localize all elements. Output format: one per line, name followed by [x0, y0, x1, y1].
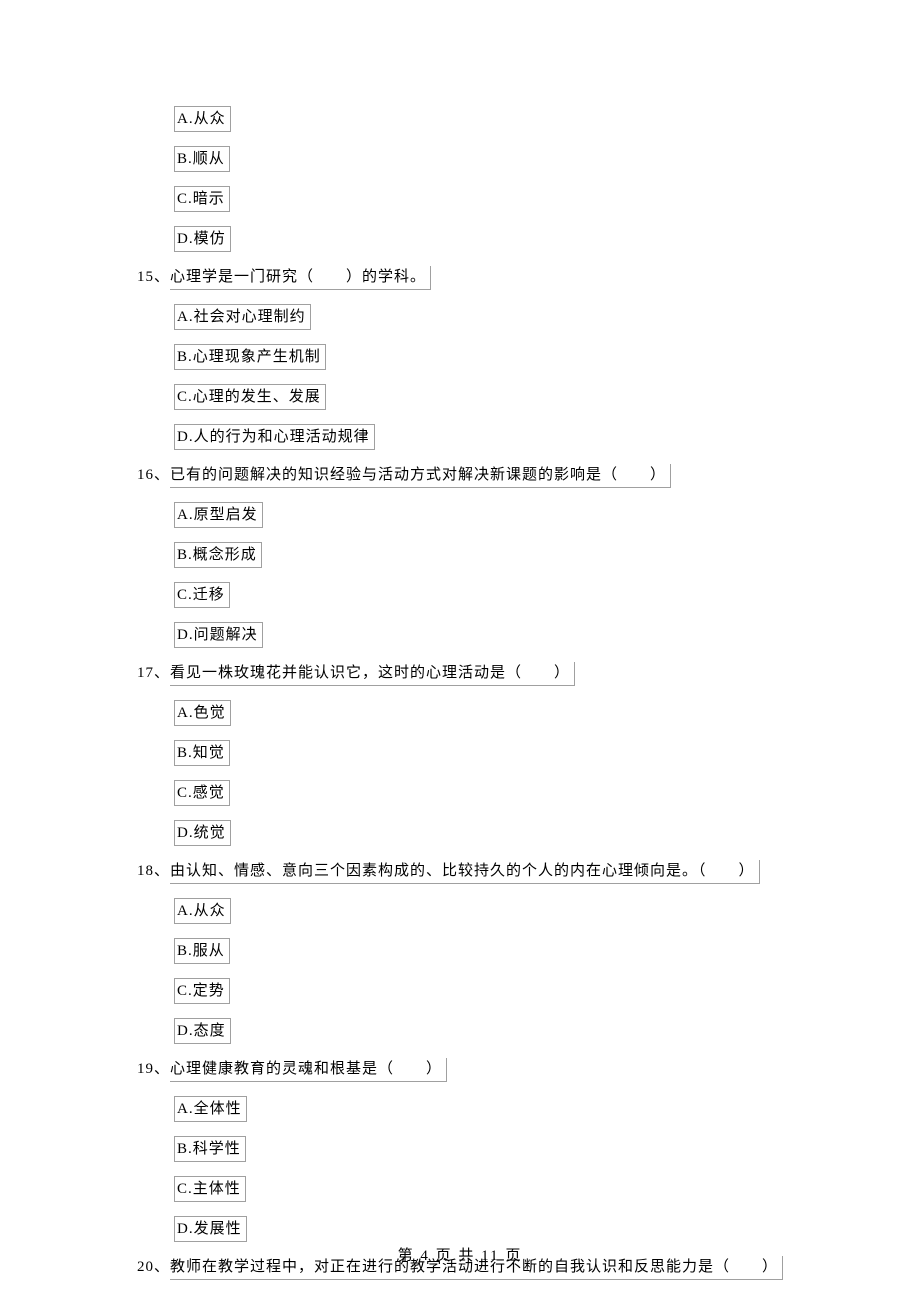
q17-option-d: D.统觉	[137, 820, 840, 846]
q14-option-a: A.从众	[137, 106, 840, 132]
q18-option-d: D.态度	[137, 1018, 840, 1044]
q16-option-a: A.原型启发	[137, 502, 840, 528]
option-text: C.暗示	[174, 186, 230, 212]
q19-option-c: C.主体性	[137, 1176, 840, 1202]
q18-option-a: A.从众	[137, 898, 840, 924]
option-text: C.定势	[174, 978, 230, 1004]
q15-option-d: D.人的行为和心理活动规律	[137, 424, 840, 450]
page-content: A.从众 B.顺从 C.暗示 D.模仿 15、 心理学是一门研究（ ）的学科。 …	[0, 0, 920, 1280]
option-text: C.感觉	[174, 780, 230, 806]
question-number: 16、	[137, 464, 170, 486]
q16-option-b: B.概念形成	[137, 542, 840, 568]
q17-option-a: A.色觉	[137, 700, 840, 726]
q17-option-c: C.感觉	[137, 780, 840, 806]
q19-option-a: A.全体性	[137, 1096, 840, 1122]
option-text: B.服从	[174, 938, 230, 964]
question-text: 心理学是一门研究（ ）的学科。	[170, 266, 431, 290]
question-number: 18、	[137, 860, 170, 882]
option-text: B.知觉	[174, 740, 230, 766]
option-text: D.发展性	[174, 1216, 247, 1242]
q19-option-b: B.科学性	[137, 1136, 840, 1162]
question-text: 已有的问题解决的知识经验与活动方式对解决新课题的影响是（ ）	[170, 464, 671, 488]
option-text: B.概念形成	[174, 542, 262, 568]
q14-option-d: D.模仿	[137, 226, 840, 252]
q19-option-d: D.发展性	[137, 1216, 840, 1242]
q15-option-c: C.心理的发生、发展	[137, 384, 840, 410]
option-text: D.统觉	[174, 820, 231, 846]
q16-stem: 16、 已有的问题解决的知识经验与活动方式对解决新课题的影响是（ ）	[137, 464, 840, 488]
option-text: A.全体性	[174, 1096, 247, 1122]
question-number: 15、	[137, 266, 170, 288]
q14-option-b: B.顺从	[137, 146, 840, 172]
question-text: 由认知、情感、意向三个因素构成的、比较持久的个人的内在心理倾向是。（ ）	[170, 860, 760, 884]
option-text: D.问题解决	[174, 622, 263, 648]
question-text: 看见一株玫瑰花并能认识它，这时的心理活动是（ ）	[170, 662, 575, 686]
option-text: A.原型启发	[174, 502, 263, 528]
q16-option-d: D.问题解决	[137, 622, 840, 648]
q17-option-b: B.知觉	[137, 740, 840, 766]
option-text: A.从众	[174, 106, 231, 132]
option-text: D.人的行为和心理活动规律	[174, 424, 375, 450]
page-footer: 第 4 页 共 11 页	[0, 1244, 920, 1265]
q14-option-c: C.暗示	[137, 186, 840, 212]
q15-option-a: A.社会对心理制约	[137, 304, 840, 330]
option-text: A.色觉	[174, 700, 231, 726]
q15-stem: 15、 心理学是一门研究（ ）的学科。	[137, 266, 840, 290]
question-text: 心理健康教育的灵魂和根基是（ ）	[170, 1058, 447, 1082]
q18-option-b: B.服从	[137, 938, 840, 964]
q19-stem: 19、 心理健康教育的灵魂和根基是（ ）	[137, 1058, 840, 1082]
option-text: D.态度	[174, 1018, 231, 1044]
option-text: B.心理现象产生机制	[174, 344, 326, 370]
question-number: 17、	[137, 662, 170, 684]
option-text: D.模仿	[174, 226, 231, 252]
option-text: C.心理的发生、发展	[174, 384, 326, 410]
q18-option-c: C.定势	[137, 978, 840, 1004]
option-text: C.主体性	[174, 1176, 246, 1202]
q15-option-b: B.心理现象产生机制	[137, 344, 840, 370]
option-text: A.从众	[174, 898, 231, 924]
q16-option-c: C.迁移	[137, 582, 840, 608]
option-text: B.科学性	[174, 1136, 246, 1162]
q17-stem: 17、 看见一株玫瑰花并能认识它，这时的心理活动是（ ）	[137, 662, 840, 686]
question-number: 19、	[137, 1058, 170, 1080]
q18-stem: 18、 由认知、情感、意向三个因素构成的、比较持久的个人的内在心理倾向是。（ ）	[137, 860, 840, 884]
option-text: A.社会对心理制约	[174, 304, 311, 330]
option-text: B.顺从	[174, 146, 230, 172]
option-text: C.迁移	[174, 582, 230, 608]
